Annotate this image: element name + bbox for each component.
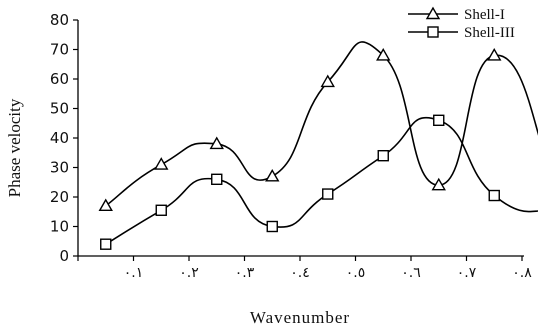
- x-tick-label: ٠.٦: [401, 265, 421, 281]
- y-tick-label: 60: [50, 70, 69, 88]
- triangle-marker: [487, 47, 502, 61]
- x-tick-label: ٠.٧: [457, 265, 477, 281]
- x-tick-label: ٠.٣: [235, 265, 255, 281]
- legend-square-marker: [427, 26, 439, 38]
- y-tick-label: 10: [50, 218, 69, 236]
- square-marker: [377, 149, 389, 162]
- series-layer: [98, 41, 538, 250]
- triangle-marker: [265, 168, 280, 182]
- y-ticks: 0 10 20 30 40 50 60 70 80: [50, 11, 78, 265]
- square-marker: [322, 188, 334, 200]
- series-line: [105, 116, 538, 245]
- series-1: [98, 41, 538, 212]
- y-tick-label: 50: [50, 100, 69, 118]
- x-axis-title: Wavenumber: [250, 308, 350, 327]
- series-2: [100, 114, 538, 250]
- legend-label: Shell-III: [464, 25, 515, 41]
- y-tick-label: 30: [50, 159, 69, 177]
- square-marker: [155, 204, 167, 216]
- y-tick-label: 40: [50, 129, 69, 147]
- y-axis-title: Phase velocity: [5, 98, 24, 197]
- square-marker: [488, 189, 500, 202]
- legend: Shell-I Shell-III: [408, 6, 515, 41]
- x-ticks: ٠.١٠.٢٠.٣٠.٤٠.٥٠.٦٠.٧٠.٨٠.٩: [77, 256, 532, 281]
- square-marker: [433, 114, 445, 127]
- x-tick-label: ٠.٢: [179, 265, 199, 281]
- triangle-marker: [320, 74, 335, 88]
- y-tick-label: 20: [50, 188, 69, 206]
- square-marker: [100, 238, 112, 250]
- square-marker: [266, 220, 278, 233]
- legend-label: Shell-I: [464, 7, 505, 23]
- x-tick-label: ٠.٥: [346, 265, 366, 281]
- square-marker: [211, 173, 223, 186]
- series-line: [105, 41, 538, 207]
- x-tick-label: ٠.١: [124, 265, 144, 281]
- y-tick-label: 70: [50, 41, 69, 59]
- legend-triangle-marker: [425, 6, 441, 20]
- triangle-marker: [376, 47, 391, 61]
- x-tick-label: ٠.٤: [290, 265, 310, 281]
- triangle-marker: [209, 136, 224, 150]
- triangle-marker: [154, 157, 169, 170]
- y-tick-label: 80: [50, 11, 69, 29]
- triangle-marker: [98, 198, 113, 212]
- triangle-marker: [431, 177, 446, 191]
- y-tick-label: 0: [59, 247, 69, 265]
- x-tick-label: ٠.٨: [512, 265, 532, 281]
